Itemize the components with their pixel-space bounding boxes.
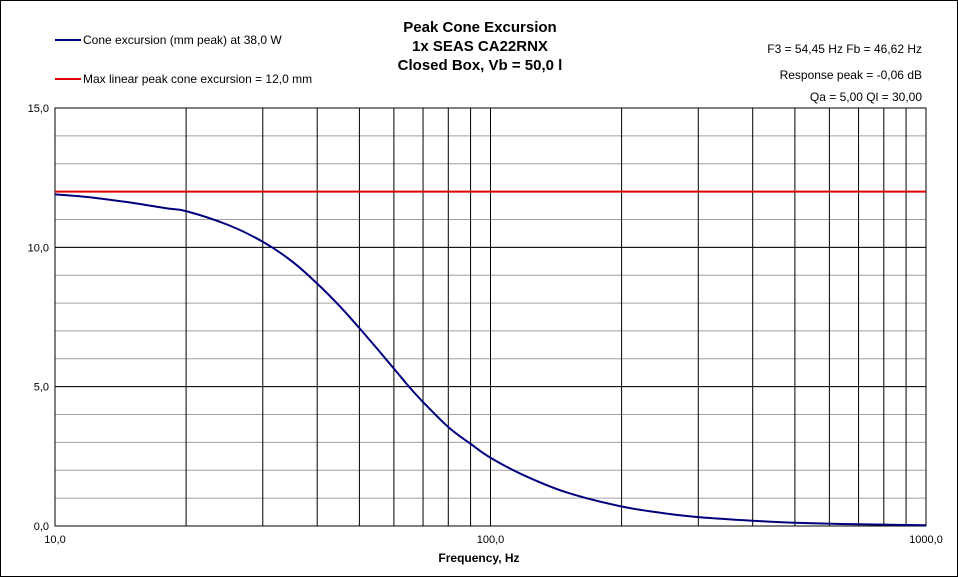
legend-label: Max linear peak cone excursion = 12,0 mm: [83, 72, 313, 86]
annotation-qa-ql: Qa = 5,00 Ql = 30,00: [809, 90, 922, 104]
annotation-f3-fb: F3 = 54,45 Hz Fb = 46,62 Hz: [767, 42, 922, 56]
x-tick-label: 100,0: [477, 534, 505, 546]
series-line-cone-excursion: [54, 193, 927, 527]
title-line-2: 1x SEAS CA22RNX: [412, 38, 548, 55]
y-tick-label: 10,0: [28, 242, 49, 254]
annotation-response-peak: Response peak = -0,06 dB: [779, 68, 922, 82]
x-tick-label: 10,0: [44, 534, 65, 546]
title-line-1: Peak Cone Excursion: [403, 19, 557, 36]
title-line-3: Closed Box, Vb = 50,0 l: [397, 57, 563, 74]
y-tick-label: 5,0: [34, 382, 49, 394]
legend-label: Cone excursion (mm peak) at 38,0 W: [83, 33, 282, 47]
y-tick-label: 15,0: [28, 103, 49, 115]
y-tick-label: 0,0: [34, 521, 49, 533]
x-tick-label: 1000,0: [909, 534, 943, 546]
legend-item-max-linear: Max linear peak cone excursion = 12,0 mm: [55, 72, 312, 86]
x-axis-label: Frequency, Hz: [438, 551, 520, 565]
plot-border: [54, 107, 927, 527]
legend-swatch-red: [55, 78, 81, 80]
legend-swatch-blue: [55, 39, 81, 41]
legend-item-cone-excursion: Cone excursion (mm peak) at 38,0 W: [55, 33, 282, 47]
chart-title: Peak Cone Excursion 1x SEAS CA22RNX Clos…: [330, 18, 630, 75]
